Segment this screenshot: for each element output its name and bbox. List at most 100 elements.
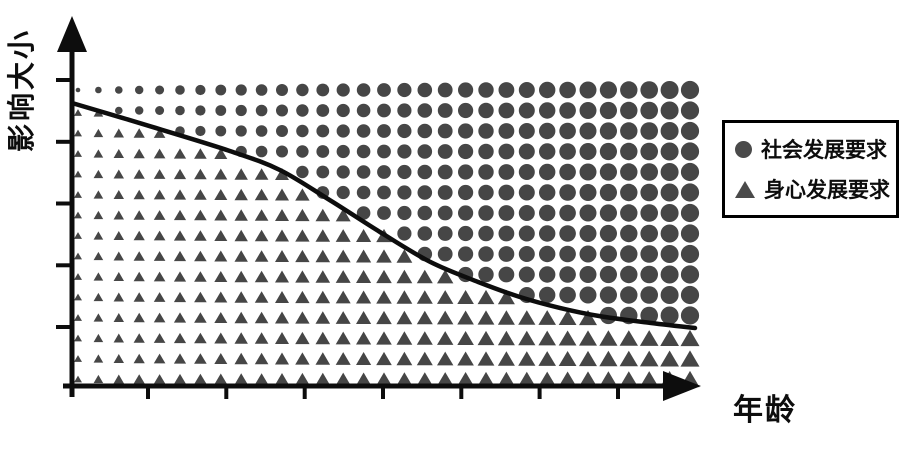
legend-item-physical: 身心发展要求 (735, 174, 890, 204)
circle-marker (559, 266, 576, 283)
circle-marker (660, 204, 679, 222)
circle-marker (680, 142, 700, 161)
circle-marker (478, 164, 494, 180)
circle-marker (620, 245, 638, 263)
circle-marker (518, 102, 535, 119)
triangle-marker (518, 310, 536, 325)
triangle-marker (254, 373, 269, 385)
circle-marker (296, 124, 309, 138)
triangle-marker (619, 371, 638, 387)
triangle-marker (153, 251, 166, 261)
triangle-marker (133, 169, 145, 179)
circle-marker (539, 225, 556, 242)
triangle-marker (457, 331, 474, 345)
triangle-marker (173, 209, 187, 221)
circle-marker (660, 142, 679, 161)
triangle-marker (113, 374, 124, 384)
circle-marker (195, 84, 206, 96)
circle-marker (195, 125, 206, 137)
circle-marker (559, 225, 576, 242)
circle-marker (660, 81, 679, 99)
triangle-marker (113, 313, 124, 322)
triangle-marker (133, 128, 145, 138)
circle-marker (215, 84, 227, 96)
triangle-marker (315, 331, 331, 345)
triangle-marker (437, 351, 454, 366)
circle-marker (660, 306, 679, 325)
circle-marker (498, 143, 515, 160)
triangle-marker (295, 372, 310, 386)
triangle-marker (356, 372, 372, 386)
circle-marker (458, 246, 474, 262)
triangle-marker (457, 372, 474, 386)
circle-marker (539, 266, 556, 283)
triangle-marker (538, 310, 556, 325)
circle-marker (478, 184, 494, 201)
triangle-marker (295, 352, 310, 365)
triangle-marker (113, 354, 124, 363)
triangle-marker (214, 312, 228, 323)
circle-marker (478, 205, 494, 221)
triangle-marker (113, 190, 124, 199)
circle-marker (579, 163, 597, 181)
triangle-marker (356, 331, 372, 345)
circle-marker (620, 142, 638, 161)
triangle-marker (74, 314, 82, 321)
triangle-marker (538, 371, 556, 387)
triangle-marker (275, 250, 289, 262)
circle-marker (356, 144, 371, 159)
triangle-marker (194, 312, 207, 323)
circle-marker (559, 204, 576, 222)
circle-marker (599, 183, 618, 202)
circle-marker (458, 225, 474, 242)
triangle-marker (214, 189, 228, 200)
triangle-marker (396, 331, 413, 345)
triangle-marker (356, 270, 372, 283)
circle-marker (620, 122, 638, 140)
circle-marker (458, 82, 474, 98)
circle-marker (599, 101, 618, 120)
circle-marker (498, 184, 515, 201)
triangle-marker (254, 250, 269, 262)
triangle-marker (275, 291, 289, 303)
triangle-marker (133, 189, 145, 200)
circle-marker (235, 84, 247, 96)
circle-marker (316, 104, 330, 117)
triangle-marker (74, 150, 82, 157)
circle-marker (115, 106, 123, 115)
circle-marker (478, 266, 494, 283)
triangle-marker (133, 333, 145, 343)
triangle-marker (194, 230, 207, 241)
circle-marker (397, 205, 412, 221)
triangle-marker (113, 231, 124, 240)
triangle-marker (153, 271, 166, 282)
circle-marker (356, 206, 371, 220)
circle-marker (437, 185, 453, 200)
circle-marker (579, 122, 597, 140)
circle-marker (559, 143, 576, 160)
triangle-marker (93, 210, 104, 220)
circle-marker (620, 265, 638, 284)
circle-marker (377, 124, 391, 138)
circle-marker (579, 245, 597, 263)
circle-marker (498, 123, 515, 139)
triangle-marker (93, 374, 104, 384)
triangle-marker (113, 149, 124, 158)
circle-marker (640, 204, 658, 222)
triangle-marker (599, 350, 618, 367)
circle-marker (316, 145, 330, 158)
triangle-marker (335, 331, 351, 345)
triangle-marker (538, 330, 556, 346)
triangle-marker (437, 372, 454, 386)
triangle-marker (639, 330, 659, 346)
triangle-marker (234, 188, 248, 201)
y-axis-arrow-icon (57, 16, 87, 52)
triangle-marker (133, 353, 145, 364)
triangle-marker (335, 311, 351, 324)
triangle-marker (153, 210, 166, 220)
triangle-marker (214, 353, 228, 364)
circle-marker (518, 82, 535, 98)
circle-marker (458, 102, 474, 119)
circle-marker (478, 246, 494, 262)
triangle-marker (254, 291, 269, 303)
